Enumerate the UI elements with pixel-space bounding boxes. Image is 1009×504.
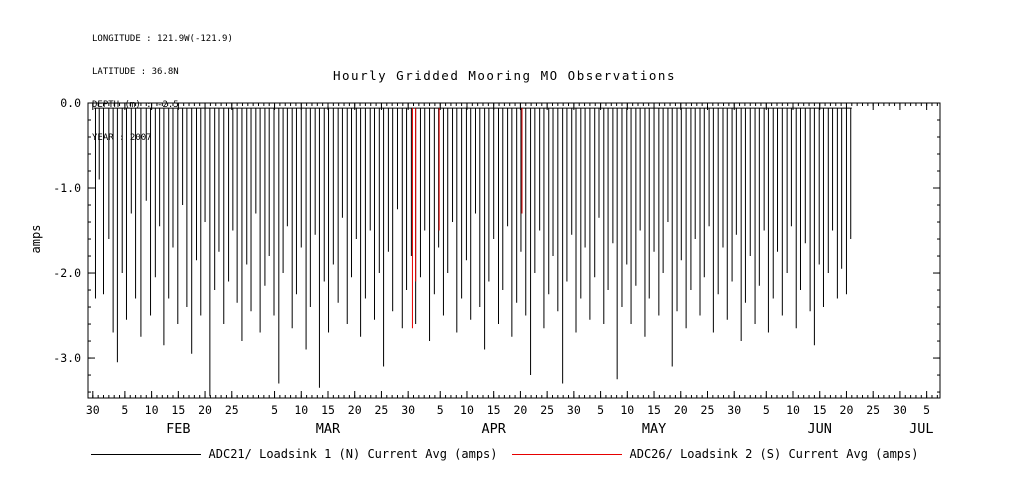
legend-item-adc26: ADC26/ Loadsink 2 (S) Current Avg (amps)	[511, 447, 919, 461]
svg-text:15: 15	[171, 403, 185, 417]
svg-text:5: 5	[437, 403, 444, 417]
svg-text:15: 15	[321, 403, 335, 417]
svg-text:25: 25	[375, 403, 389, 417]
meta-latitude: LATITUDE : 36.8N	[92, 67, 179, 77]
series-0	[93, 107, 852, 397]
legend-label-adc21: ADC21/ Loadsink 1 (N) Current Avg (amps)	[208, 447, 498, 461]
legend-label-adc26: ADC26/ Loadsink 2 (S) Current Avg (amps)	[629, 447, 919, 461]
svg-text:-3.0: -3.0	[53, 351, 81, 365]
svg-text:30: 30	[86, 403, 100, 417]
svg-text:20: 20	[348, 403, 362, 417]
svg-text:5: 5	[763, 403, 770, 417]
svg-text:MAY: MAY	[642, 421, 666, 437]
svg-text:25: 25	[225, 403, 239, 417]
svg-text:APR: APR	[481, 421, 506, 437]
svg-text:-1.0: -1.0	[53, 181, 81, 195]
chart-legend: ADC21/ Loadsink 1 (N) Current Avg (amps)…	[0, 447, 1009, 461]
svg-text:-2.0: -2.0	[53, 266, 81, 280]
svg-text:30: 30	[567, 403, 581, 417]
svg-text:25: 25	[701, 403, 715, 417]
legend-line-red	[511, 453, 622, 455]
svg-text:20: 20	[513, 403, 527, 417]
svg-text:10: 10	[460, 403, 474, 417]
svg-text:30: 30	[893, 403, 907, 417]
meta-longitude: LONGITUDE : 121.9W(-121.9)	[92, 34, 233, 44]
svg-text:20: 20	[674, 403, 688, 417]
svg-text:5: 5	[121, 403, 128, 417]
svg-text:10: 10	[620, 403, 634, 417]
svg-text:20: 20	[198, 403, 212, 417]
svg-text:MAR: MAR	[316, 421, 341, 437]
svg-text:15: 15	[647, 403, 661, 417]
svg-text:JUN: JUN	[808, 421, 832, 437]
legend-line-black	[90, 453, 201, 455]
svg-text:20: 20	[840, 403, 854, 417]
svg-text:JUL: JUL	[909, 421, 933, 437]
legend-item-adc21: ADC21/ Loadsink 1 (N) Current Avg (amps)	[90, 447, 498, 461]
svg-text:5: 5	[923, 403, 930, 417]
svg-text:30: 30	[727, 403, 741, 417]
svg-text:10: 10	[294, 403, 308, 417]
svg-text:25: 25	[866, 403, 880, 417]
svg-text:10: 10	[786, 403, 800, 417]
svg-text:15: 15	[487, 403, 501, 417]
svg-text:25: 25	[540, 403, 554, 417]
axes: 30 5 10 15 20 25 5 10 15 20 25 30 5 10 15 20 25 30 5 10 15 20…	[53, 96, 941, 437]
svg-text:10: 10	[145, 403, 159, 417]
svg-text:0.0: 0.0	[60, 96, 81, 110]
svg-text:30: 30	[401, 403, 415, 417]
chart-title: Hourly Gridded Mooring MO Observations	[333, 68, 676, 83]
svg-text:5: 5	[271, 403, 278, 417]
series-1	[411, 108, 523, 329]
svg-text:15: 15	[813, 403, 827, 417]
svg-text:FEB: FEB	[166, 421, 190, 437]
svg-text:5: 5	[597, 403, 604, 417]
